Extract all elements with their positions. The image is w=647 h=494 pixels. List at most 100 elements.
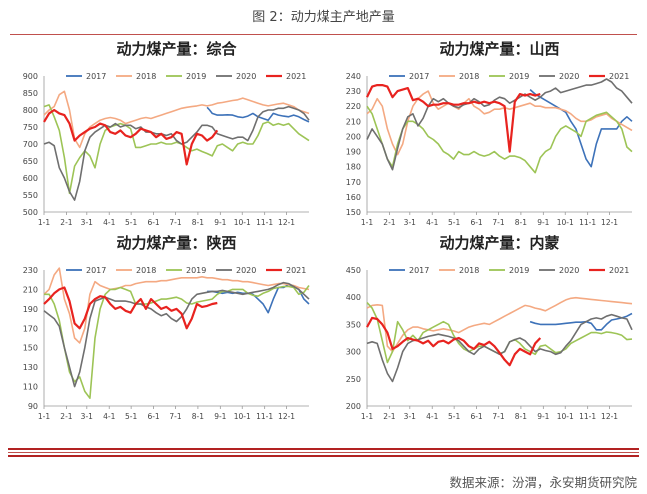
y-tick-label: 200 <box>346 402 361 411</box>
x-tick-label: 6-1 <box>470 218 482 227</box>
x-tick-label: 5-1 <box>125 218 137 227</box>
x-tick-label: 4-1 <box>426 218 438 227</box>
y-tick-label: 350 <box>346 320 361 329</box>
y-tick-label: 200 <box>346 132 361 141</box>
x-tick-label: 11-1 <box>256 412 273 421</box>
legend-label-2017: 2017 <box>86 72 106 81</box>
legend-label-2019: 2019 <box>509 266 529 275</box>
x-tick-label: 7-1 <box>492 218 504 227</box>
x-tick-label: 4-1 <box>103 218 115 227</box>
legend-label-2019: 2019 <box>186 266 206 275</box>
chart-title: 动力煤产量：综合 <box>116 40 237 58</box>
x-tick-label: 1-1 <box>38 412 50 421</box>
y-tick-label: 160 <box>346 193 361 202</box>
x-tick-label: 12-1 <box>278 412 295 421</box>
x-tick-label: 1-1 <box>361 218 373 227</box>
chart-panel-neimeng: 动力煤产量：内蒙 2017 2018 2019 2020 2021 200 250 300 350… <box>323 230 646 442</box>
chart-panel-shanxi: 动力煤产量：山西 2017 2018 2019 2020 2021 150 160 170 180… <box>323 36 646 248</box>
y-tick-label: 850 <box>23 89 38 98</box>
x-tick-label: 11-1 <box>579 412 596 421</box>
series-line-2021 <box>43 286 218 330</box>
chart-legend: 2017 2018 2019 2020 2021 <box>389 72 629 81</box>
x-tick-label: 7-1 <box>492 412 504 421</box>
bottom-divider <box>8 448 639 459</box>
chart-title: 动力煤产量：陕西 <box>116 234 236 252</box>
legend-label-2019: 2019 <box>509 72 529 81</box>
y-tick-label: 170 <box>23 324 38 333</box>
x-tick-label: 2-1 <box>60 412 72 421</box>
x-tick-label: 1-1 <box>361 412 373 421</box>
x-tick-label: 2-1 <box>60 218 72 227</box>
y-tick-label: 500 <box>23 208 38 217</box>
y-tick-label: 240 <box>346 72 361 81</box>
figure-title: 图 2：动力煤主产地产量 <box>252 10 395 25</box>
chart-svg: 动力煤产量：山西 2017 2018 2019 2020 2021 150 160 170 180… <box>346 40 633 227</box>
series-line-2019 <box>44 285 310 399</box>
x-tick-label: 5-1 <box>125 412 137 421</box>
x-tick-label: 9-1 <box>214 218 226 227</box>
x-tick-label: 3-1 <box>404 412 416 421</box>
series-line-2020 <box>43 281 310 388</box>
legend-label-2018: 2018 <box>136 72 156 81</box>
series-line-2018 <box>366 296 633 353</box>
x-tick-label: 10-1 <box>234 218 251 227</box>
x-tick-label: 1-1 <box>38 218 50 227</box>
series-line-2017 <box>529 312 633 331</box>
y-tick-label: 190 <box>346 148 361 157</box>
x-tick-label: 2-1 <box>383 412 395 421</box>
legend-label-2021: 2021 <box>286 72 306 81</box>
chart-panel-composite: 动力煤产量：综合 2017 2018 2019 2020 2021 500 550 600 650… <box>0 36 323 248</box>
y-tick-label: 110 <box>23 383 38 392</box>
y-tick-label: 130 <box>23 363 38 372</box>
y-tick-label: 230 <box>346 87 361 96</box>
x-tick-label: 5-1 <box>448 218 460 227</box>
legend-label-2018: 2018 <box>136 266 156 275</box>
y-tick-label: 900 <box>23 72 38 81</box>
x-tick-label: 12-1 <box>601 412 618 421</box>
chart-title: 动力煤产量：内蒙 <box>439 234 559 252</box>
y-tick-label: 170 <box>346 178 361 187</box>
series-line-2017 <box>206 106 310 123</box>
x-tick-label: 12-1 <box>601 218 618 227</box>
x-tick-label: 9-1 <box>537 218 549 227</box>
chart-svg: 动力煤产量：内蒙 2017 2018 2019 2020 2021 200 250 300 350… <box>346 234 633 421</box>
x-tick-label: 11-1 <box>256 218 273 227</box>
legend-label-2017: 2017 <box>86 266 106 275</box>
x-tick-label: 7-1 <box>169 218 181 227</box>
x-tick-label: 11-1 <box>579 218 596 227</box>
x-tick-label: 9-1 <box>537 412 549 421</box>
y-tick-label: 90 <box>28 402 38 411</box>
data-source-note: 数据来源：汾渭，永安期货研究院 <box>449 475 637 490</box>
legend-label-2017: 2017 <box>409 72 429 81</box>
x-tick-label: 6-1 <box>470 412 482 421</box>
legend-label-2017: 2017 <box>409 266 429 275</box>
x-tick-label: 10-1 <box>234 412 251 421</box>
x-tick-label: 6-1 <box>147 218 159 227</box>
series-line-2021 <box>366 83 541 153</box>
chart-title: 动力煤产量：山西 <box>439 40 559 58</box>
x-tick-label: 12-1 <box>278 218 295 227</box>
chart-legend: 2017 2018 2019 2020 2021 <box>66 266 306 275</box>
x-tick-label: 7-1 <box>169 412 181 421</box>
y-tick-label: 650 <box>23 157 38 166</box>
y-tick-label: 220 <box>346 102 361 111</box>
x-tick-label: 3-1 <box>81 218 93 227</box>
legend-label-2020: 2020 <box>236 266 256 275</box>
y-tick-label: 210 <box>23 285 38 294</box>
legend-label-2018: 2018 <box>459 72 479 81</box>
x-tick-label: 8-1 <box>515 218 527 227</box>
x-tick-label: 8-1 <box>192 412 204 421</box>
series-line-2019 <box>366 105 633 174</box>
x-tick-label: 3-1 <box>404 218 416 227</box>
legend-label-2021: 2021 <box>286 266 306 275</box>
series-line-2020 <box>43 105 310 201</box>
y-tick-label: 450 <box>346 266 361 275</box>
y-tick-label: 230 <box>23 266 38 275</box>
x-tick-label: 3-1 <box>81 412 93 421</box>
legend-label-2020: 2020 <box>559 72 579 81</box>
series-line-2019 <box>43 104 310 195</box>
y-tick-label: 300 <box>346 348 361 357</box>
top-divider <box>10 34 637 35</box>
legend-label-2018: 2018 <box>459 266 479 275</box>
y-tick-label: 190 <box>23 305 38 314</box>
